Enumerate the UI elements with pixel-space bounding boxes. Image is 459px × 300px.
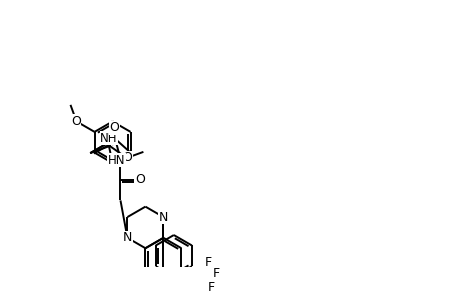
Text: F: F xyxy=(207,281,214,294)
Text: O: O xyxy=(109,122,119,134)
Text: N: N xyxy=(158,211,168,224)
Text: O: O xyxy=(71,115,80,128)
Text: N: N xyxy=(123,231,132,244)
Text: HN: HN xyxy=(108,154,125,167)
Text: O: O xyxy=(123,152,132,164)
Text: NH: NH xyxy=(100,132,118,145)
Text: O: O xyxy=(135,173,145,186)
Text: F: F xyxy=(205,256,212,269)
Text: F: F xyxy=(212,267,219,280)
